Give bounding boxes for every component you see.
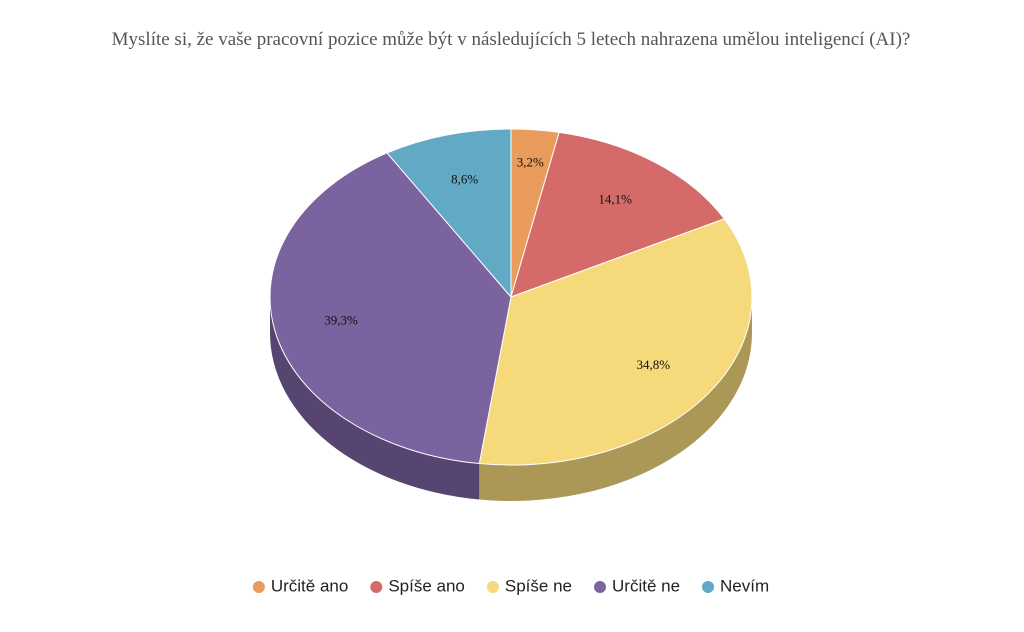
legend-label: Nevím — [720, 576, 769, 595]
slice — [478, 218, 753, 466]
legend-label: Určitě ne — [612, 576, 680, 595]
value-label: 8,6% — [451, 171, 478, 186]
value-label: 39,3% — [324, 313, 358, 328]
slice — [510, 131, 726, 298]
chart-title: Myslíte si, že vaše pracovní pozice může… — [112, 29, 911, 50]
legend-label: Určitě ano — [271, 576, 348, 595]
legend-label: Spíše ano — [388, 576, 465, 595]
slice — [386, 128, 512, 299]
legend: Určitě ano Spíše ano Spíše ne Určitě ne Neví… — [252, 576, 769, 595]
legend-marker — [486, 581, 499, 593]
value-label: 14,1% — [598, 191, 632, 206]
slice-side — [479, 297, 752, 501]
value-label: 34,8% — [636, 357, 670, 372]
legend-marker — [594, 581, 606, 593]
slice — [269, 152, 512, 465]
legend-label: Spíše ne — [505, 576, 572, 595]
value-label: 3,2% — [517, 154, 544, 169]
legend-marker — [370, 581, 383, 593]
slice-side — [270, 297, 480, 500]
legend-marker — [702, 581, 715, 593]
legend-marker — [252, 581, 265, 593]
